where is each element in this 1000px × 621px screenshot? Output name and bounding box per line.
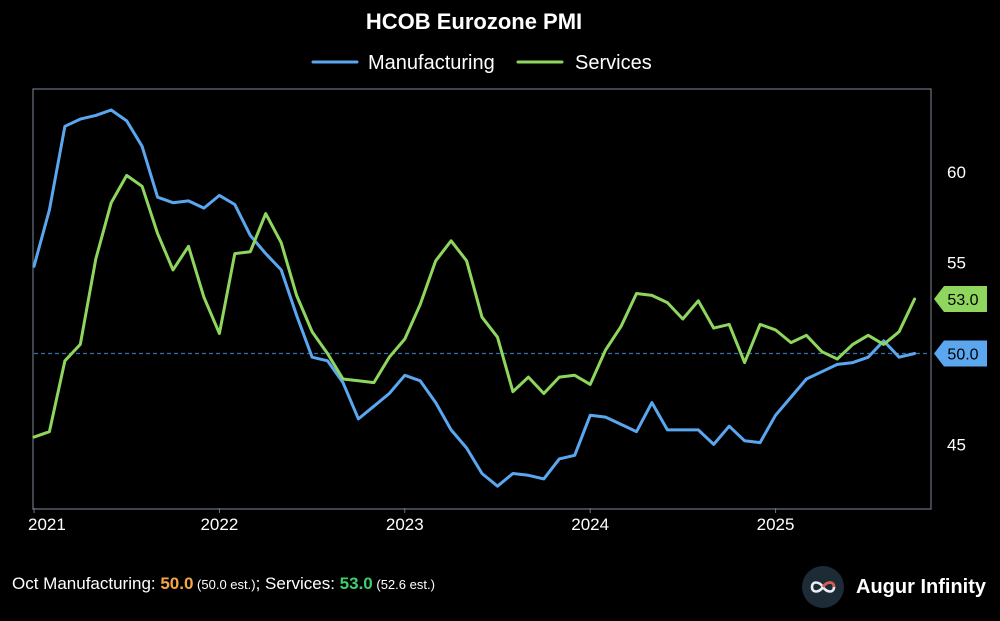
infinity-logo-icon [802,566,845,608]
y-axis: 45 55 60 [947,163,966,455]
footer-prefix: Oct Manufacturing: [12,574,161,593]
footer-services-estimate: (52.6 est.) [372,577,435,592]
series-line-services [32,173,917,439]
plot-frame [32,88,932,510]
y-tick-label: 55 [947,254,966,273]
last-value-label-manufacturing: 50.0 [947,347,978,364]
x-tick-label: 2025 [757,515,795,534]
last-value-badge-services-shape [934,286,987,312]
footer-summary: Oct Manufacturing: 50.0 (50.0 est.); Ser… [12,574,435,594]
brand: Augur Infinity [802,566,986,608]
last-value-label-services: 53.0 [947,292,978,309]
x-tick-label: 2021 [28,515,66,534]
x-tick-label: 2023 [386,515,424,534]
x-tick-label: 2022 [200,515,238,534]
brand-name: Augur Infinity [856,575,986,598]
last-value-badge-services: 53.0 [934,286,987,312]
y-tick-label: 45 [947,435,966,454]
footer-manufacturing-estimate: (50.0 est.) [193,577,256,592]
legend-label-services: Services [575,52,652,74]
legend: Manufacturing Services [311,52,652,74]
footer-manufacturing-value: 50.0 [160,574,194,593]
last-value-badge-manufacturing: 50.0 [934,340,987,367]
last-value-badge-manufacturing-shape [934,340,987,367]
chart-title: HCOB Eurozone PMI [366,9,582,34]
series-line-manufacturing [32,108,917,488]
footer-separator: ; Services: [255,574,340,593]
x-tick-label: 2024 [571,515,609,534]
footer-services-value: 53.0 [339,574,373,593]
y-tick-label: 60 [947,163,966,182]
x-axis: 2021 2022 2023 2024 2025 [28,508,794,534]
legend-label-manufacturing: Manufacturing [368,52,495,74]
